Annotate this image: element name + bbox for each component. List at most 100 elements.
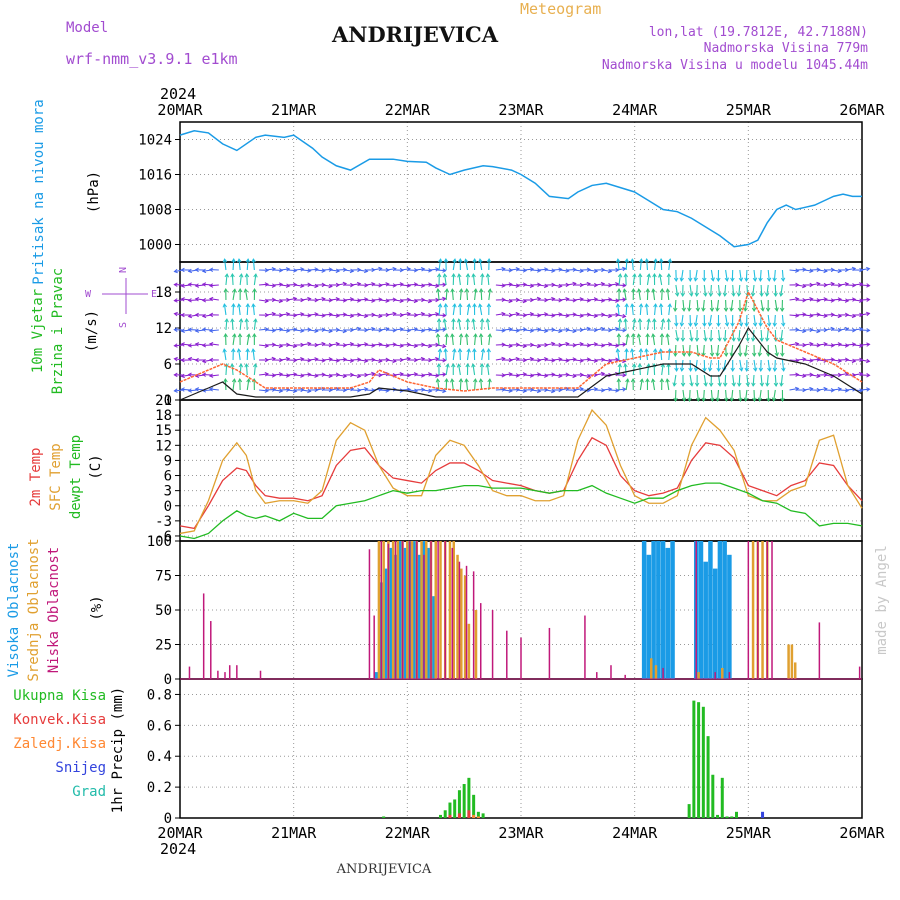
wind-arrow [839,328,849,331]
wind-arrow-head [246,378,251,383]
wind-arrow [379,344,389,347]
wind-arrow [510,268,520,271]
wind-arrow-head [637,363,643,368]
wind-arrow [566,374,576,377]
wind-arrow [760,374,763,387]
wind-arrow-head [816,357,821,362]
wind-arrow-head [406,283,412,288]
wind-arrow-head [194,283,200,288]
wind-arrow-head [451,363,456,368]
wind-arrow [703,284,707,296]
wind-arrow-head [465,363,470,368]
wind-arrow [401,357,411,361]
precip-total-bar [448,802,452,818]
wind-arrow-head [710,277,715,282]
wind-arrow [846,298,856,301]
wind-arrow-head [653,303,658,308]
wind-arrow [860,388,870,391]
wind-arrow [680,269,684,281]
wind-arrow [510,374,520,377]
compass-north-label: N [118,267,129,273]
precip-frozen-bar [472,814,476,818]
wind-arrow [760,329,763,342]
wind-arrow-head [730,277,735,282]
wind-arrow-head [237,288,243,293]
wind-arrow [654,303,657,316]
cloud-mid-bar [751,541,755,679]
wind-arrow [588,359,598,362]
wind-arrow [415,374,425,377]
wind-arrow [773,269,776,282]
wind-speed-line [179,326,863,401]
wind-arrow-head [278,327,284,332]
wind-arrow-head [364,268,369,274]
wind-arrow [752,374,755,387]
precip-total-bar [462,784,466,818]
wind-arrow-head [236,348,242,353]
wind-arrow-head [244,363,249,368]
precip-total-bar [706,736,710,818]
cloud-low-bar [430,541,432,679]
wind-arrow [459,288,462,301]
wind-arrow-head [646,318,651,323]
wind-arrow [379,389,389,392]
wind-arrow-head [837,282,843,288]
wind-arrow-head [816,281,821,287]
wind-arrow-head [427,298,433,304]
wind-arrow [330,359,340,362]
wind-arrow [632,364,635,376]
wind-arrow [517,328,527,331]
wind-arrow-head [624,303,629,308]
wind-arrow-head [637,273,643,278]
cloud-low-bar [401,541,404,679]
wind-arrow-head [271,373,277,378]
wind-arrow [280,313,290,316]
wind-arrow [573,359,584,362]
wind-arrow-head [180,328,185,334]
wind-arrow-head [321,358,326,363]
wind-arrow [860,312,870,316]
wind-arrow-head [436,363,442,368]
wind-arrow-head [245,303,250,308]
wind-arrow-head [752,322,758,327]
wind-arrow-head [716,322,721,327]
y-tick-label: 18 [155,408,172,424]
wind-arrow-head [638,303,644,308]
wind-arrow-head [237,333,243,338]
wind-arrow-head [665,288,671,293]
cloud-low-bar [228,665,231,679]
wind-arrow-head [631,363,637,368]
wind-arrow [674,299,677,312]
wind-arrow [559,298,569,301]
cloud-low-bar [437,541,439,679]
wind-arrow [573,388,584,391]
wind-arrow [632,319,636,331]
wind-arrow-head [779,307,785,312]
wind-arrow [259,373,269,376]
date-label-bottom: 20MAR [157,824,203,842]
wind-arrow-head [442,268,447,273]
wind-arrow [252,304,255,316]
wind-arrow [853,328,863,331]
temp-sfc-axis-label: SFC Temp [48,443,64,510]
wind-arrow [231,318,234,331]
wind-arrow-head [278,298,284,304]
wind-arrow-head [615,258,621,263]
wind-arrow-head [673,307,678,312]
wind-arrow [853,344,863,347]
wind-arrow [379,283,389,286]
wind-arrow [466,304,470,316]
wind-arrow [259,299,269,302]
wind-arrow-head [737,382,742,387]
wind-arrow [459,333,462,346]
wind-arrow-head [252,333,257,338]
wind-arrow-head [645,288,650,293]
wind-arrow-head [572,267,577,272]
wind-arrow-head [180,267,185,273]
wind-arrow-head [837,297,843,302]
wind-arrow-head [617,363,622,368]
wind-arrow [495,388,505,391]
wind-arrow [246,379,250,391]
wind-arrow [280,284,290,287]
cloud-high-bar [656,541,661,679]
